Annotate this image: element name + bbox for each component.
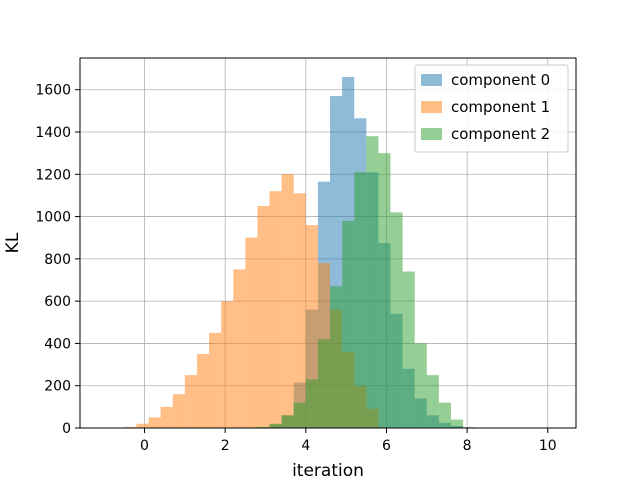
series-2-bars: [257, 136, 464, 428]
y-tick-label: 600: [44, 294, 71, 310]
histogram-bar: [293, 402, 306, 428]
y-tick-label: 1400: [35, 125, 71, 141]
y-tick-label: 1000: [35, 210, 71, 226]
y-tick-label: 200: [44, 379, 71, 395]
histogram-bar: [305, 379, 318, 428]
histogram-bar: [354, 172, 367, 428]
legend-label: component 1: [451, 98, 550, 116]
histogram-bar: [281, 174, 294, 428]
histogram-bar: [221, 301, 234, 428]
histogram-bar: [450, 419, 464, 428]
legend-swatch: [421, 128, 442, 140]
y-tick-label: 1200: [35, 167, 71, 183]
histogram-bar: [196, 354, 210, 428]
histogram-bar: [233, 269, 246, 428]
x-tick-label: 8: [463, 438, 472, 454]
histogram-bar: [160, 406, 173, 428]
x-tick-label: 4: [301, 438, 310, 454]
histogram-bar: [438, 402, 451, 428]
histogram-bar: [378, 153, 391, 428]
histogram-bar: [305, 225, 318, 428]
axis-ticks: 0 2 4 6 8 10 0 200 400 600 800 1000 1200 1400 1600: [35, 83, 556, 454]
legend-item-2: component 2: [421, 125, 550, 143]
y-tick-label: 0: [62, 421, 71, 437]
histogram-bar: [281, 415, 294, 428]
histogram-bar: [317, 339, 331, 428]
histogram-bar: [257, 426, 270, 428]
histogram-bar: [257, 206, 270, 428]
histogram-bar: [390, 212, 403, 428]
x-tick-label: 10: [539, 438, 557, 454]
histogram-bar: [148, 417, 161, 428]
histogram-bar: [172, 394, 185, 428]
legend-box: [414, 64, 569, 153]
x-axis-label: iteration: [292, 461, 364, 480]
legend-swatch: [421, 101, 442, 113]
histogram-bar: [269, 191, 282, 428]
histogram-bar: [293, 193, 306, 428]
legend-label: component 2: [451, 125, 550, 143]
y-tick-label: 1600: [35, 83, 71, 99]
histogram-bar: [124, 426, 137, 428]
y-tick-label: 800: [44, 252, 71, 268]
x-tick-label: 6: [382, 438, 391, 454]
histogram-bar: [366, 136, 379, 428]
series-1-bars: [124, 174, 379, 428]
legend-item-1: component 1: [421, 98, 550, 116]
histogram-bar: [330, 286, 343, 428]
legend: component 0 component 1 component 2: [414, 64, 569, 153]
histogram-bar: [136, 423, 149, 428]
legend-item-0: component 0: [421, 71, 550, 89]
legend-label: component 0: [451, 71, 550, 89]
plot-frame: [79, 57, 577, 429]
histogram-bar: [414, 343, 427, 428]
histogram-bar: [342, 220, 355, 428]
legend-swatch: [421, 74, 442, 86]
histogram-bar: [209, 332, 222, 428]
histogram-bar: [184, 375, 197, 428]
histogram-bars: [124, 77, 488, 429]
x-tick-label: 0: [140, 438, 149, 454]
x-tick-label: 2: [221, 438, 230, 454]
histogram-bar: [426, 375, 439, 428]
y-tick-label: 400: [44, 336, 71, 352]
histogram-bar: [269, 423, 282, 428]
y-axis-label: KL: [3, 232, 23, 253]
histogram-bar: [402, 271, 415, 428]
histogram-bar: [245, 237, 258, 428]
